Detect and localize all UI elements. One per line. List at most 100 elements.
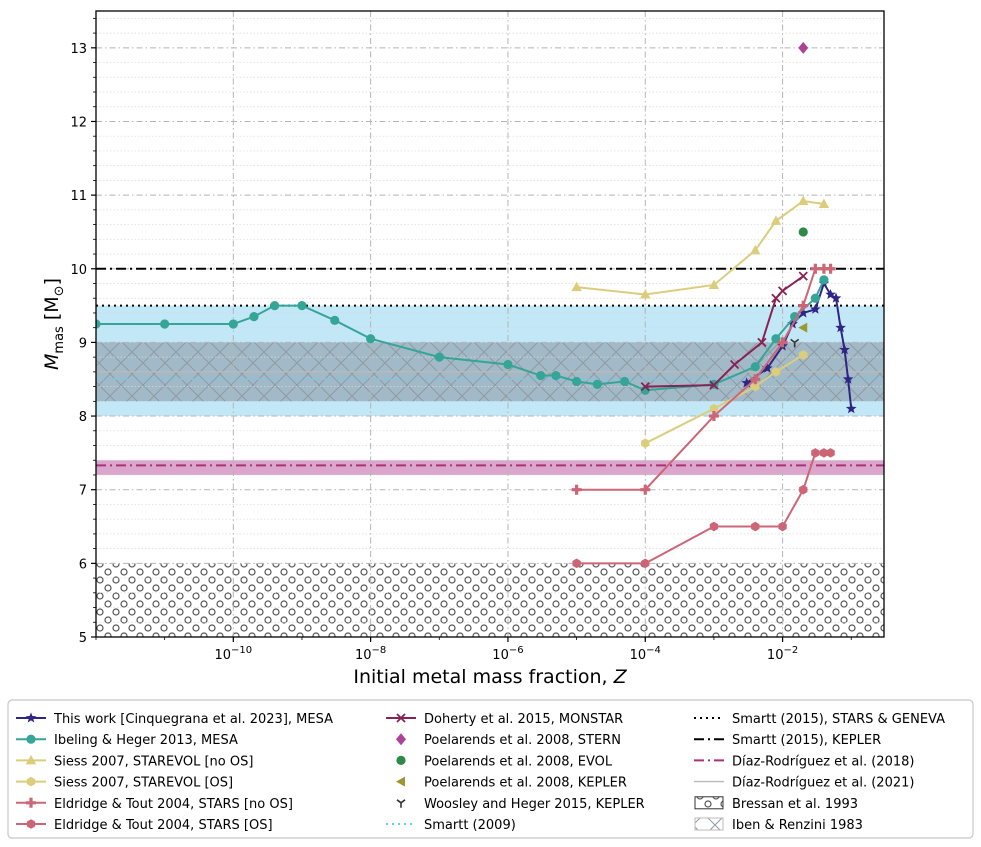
series-line-1 — [96, 279, 825, 392]
legend-marker — [26, 734, 36, 744]
legend-item: Ibeling & Heger 2013, MESA — [16, 733, 238, 748]
y-tick-label: 11 — [70, 189, 87, 204]
data-point — [839, 344, 850, 355]
data-point — [708, 411, 719, 422]
y-tick-label: 8 — [79, 410, 87, 425]
x-tick-label: 10−10 — [214, 645, 252, 663]
data-point — [571, 281, 582, 292]
data-point — [830, 292, 842, 303]
data-point — [811, 448, 820, 458]
data-point — [572, 558, 581, 569]
axis-ticks: 5 6 7 8 9 10 11 12 13 10−10 10−8 10−6 10−4 10−2 — [70, 17, 852, 663]
data-point — [798, 322, 808, 333]
legend-item: Poelarends et al. 2008, EVOL — [396, 754, 613, 769]
legend-item: Siess 2007, STAREVOL [OS] — [16, 776, 233, 791]
series-line-2 — [576, 199, 825, 296]
legend-label: Ibeling & Heger 2013, MESA — [54, 733, 238, 748]
legend-label: Doherty et al. 2015, MONSTAR — [424, 712, 623, 727]
legend-label: Díaz-Rodríguez et al. (2021) — [732, 776, 914, 791]
legend-label: This work [Cinquegrana et al. 2023], MES… — [53, 712, 333, 727]
data-point — [228, 319, 238, 329]
x-tick-label: 10−6 — [492, 645, 523, 663]
legend-marker — [26, 797, 36, 808]
data-point — [799, 484, 808, 495]
legend-marker — [396, 755, 406, 766]
legend-marker — [396, 776, 405, 787]
data-point — [810, 303, 821, 314]
data-point — [641, 558, 650, 569]
data-point — [777, 286, 788, 296]
legend-label: Bressan et al. 1993 — [732, 797, 858, 812]
legend-marker — [25, 754, 37, 765]
data-point — [750, 374, 761, 385]
series-10 — [790, 338, 800, 348]
data-point — [709, 521, 719, 532]
legend-marker — [396, 799, 406, 808]
legend-label: Siess 2007, STAREVOL [no OS] — [54, 754, 253, 769]
data-point — [708, 279, 720, 289]
data-point — [798, 195, 809, 206]
data-point — [571, 484, 582, 495]
data-point — [798, 41, 809, 54]
series-6 — [640, 271, 808, 392]
legend-item: Poelarends et al. 2008, STERN — [396, 733, 621, 748]
data-point — [778, 521, 787, 532]
data-point — [751, 521, 760, 532]
legend-marker — [26, 819, 36, 829]
legend-label: Díaz-Rodríguez et al. (2018) — [732, 754, 914, 769]
legend-item: Iben & Renzini 1983 — [694, 817, 863, 833]
data-point — [330, 315, 340, 325]
x-tick-label: 10−2 — [767, 645, 798, 663]
legend-label: Smartt (2015), KEPLER — [732, 733, 881, 748]
legend-item: Poelarends et al. 2008, KEPLER — [396, 776, 627, 791]
data-point — [835, 322, 846, 333]
data-point — [640, 289, 651, 299]
data-point — [592, 379, 602, 389]
y-axis-label: Mmas [M⊙] — [41, 278, 67, 370]
legend-label: Eldridge & Tout 2004, STARS [OS] — [54, 818, 273, 833]
data-point — [366, 334, 376, 344]
data-point — [249, 312, 259, 322]
data-point — [771, 367, 781, 377]
legend-marker — [26, 776, 36, 787]
band-3 — [96, 460, 884, 475]
legend-item: Smartt (2015), KEPLER — [694, 733, 881, 748]
data-point — [797, 307, 809, 318]
y-tick-label: 5 — [79, 631, 87, 646]
y-tick-label: 10 — [70, 263, 87, 278]
y-tick-label: 6 — [79, 557, 87, 572]
data-point — [709, 403, 719, 414]
data-point — [96, 319, 101, 329]
legend-item: Bressan et al. 1993 — [694, 796, 858, 812]
data-point — [825, 263, 836, 274]
data-point — [536, 370, 546, 381]
data-point — [826, 448, 835, 458]
legend-label: Smartt (2009) — [424, 818, 516, 833]
data-point — [751, 381, 760, 392]
data-point — [845, 403, 857, 414]
legend-label: Poelarends et al. 2008, KEPLER — [424, 776, 627, 791]
legend-label: Smartt (2015), STARS & GENEVA — [732, 712, 945, 727]
x-axis-label: Initial metal mass fraction, Z — [353, 666, 627, 688]
data-series — [96, 41, 857, 569]
data-point — [503, 359, 513, 370]
series-3 — [641, 350, 808, 449]
legend-patch — [694, 796, 724, 810]
y-tick-label: 12 — [70, 115, 87, 130]
data-point — [434, 352, 444, 362]
legend-label: Siess 2007, STAREVOL [OS] — [54, 776, 233, 791]
series-7 — [798, 41, 809, 54]
series-8 — [798, 227, 808, 237]
y-tick-label: 7 — [79, 484, 87, 499]
data-point — [741, 377, 753, 388]
data-point — [777, 337, 788, 348]
data-point — [572, 376, 582, 387]
data-point — [750, 362, 760, 372]
data-point — [770, 215, 782, 225]
data-point — [750, 244, 761, 255]
legend-item: Díaz-Rodríguez et al. (2018) — [694, 754, 914, 769]
legend-item: Woosley and Heger 2015, KEPLER — [396, 797, 645, 812]
legend-item: Siess 2007, STAREVOL [no OS] — [16, 754, 253, 769]
shaded-bands — [96, 305, 884, 637]
data-point — [640, 381, 650, 392]
